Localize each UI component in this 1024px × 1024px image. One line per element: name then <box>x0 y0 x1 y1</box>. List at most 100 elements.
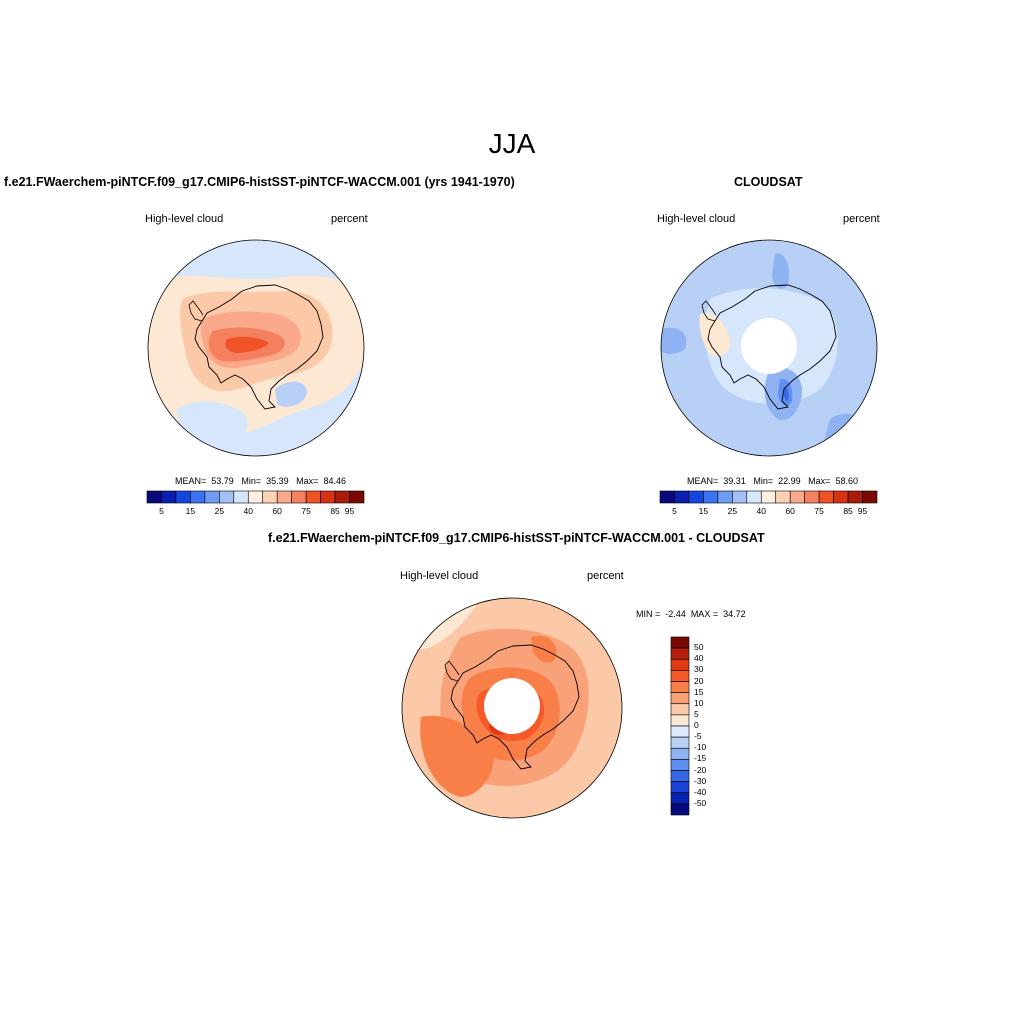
obs-peninsula-coastline <box>701 300 717 322</box>
diff-polar-map <box>401 597 623 819</box>
diff-colorbar-swatch <box>670 670 690 682</box>
model-colorbar-swatch <box>262 490 278 504</box>
model-mean-value: 53.79 <box>211 476 234 486</box>
diff-colorbar-tick-label: -50 <box>694 797 707 808</box>
diff-polar-missing-data <box>484 678 540 734</box>
obs-colorbar <box>659 490 878 504</box>
model-colorbar-swatch <box>349 490 365 504</box>
model-colorbar-tick-label: 25 <box>214 506 225 516</box>
obs-contour-mid-1 <box>772 253 790 289</box>
diff-colorbar-tick-label: -20 <box>694 764 707 775</box>
model-colorbar-tick-label: 40 <box>243 506 253 516</box>
obs-polar-missing-data <box>741 318 797 374</box>
model-colorbar-swatch <box>247 490 264 504</box>
diff-colorbar <box>670 636 690 816</box>
obs-polar-map <box>660 239 878 457</box>
obs-max-value: 58.60 <box>835 476 858 486</box>
model-low-cloud-patch <box>275 381 307 407</box>
obs-variable-label: High-level cloud <box>657 213 736 225</box>
diff-peninsula-coastline <box>444 660 460 682</box>
model-colorbar-tick-label: 15 <box>185 506 196 516</box>
obs-contour-mid-3 <box>661 327 687 354</box>
model-colorbar-swatch <box>175 490 191 504</box>
diff-colorbar-swatch <box>670 725 690 738</box>
figure-title: JJA <box>488 128 536 159</box>
obs-colorbar-ticks: 5 15 25 40 60 75 85 95 <box>660 506 877 518</box>
diff-colorbar-swatch <box>670 703 690 716</box>
model-colorbar-tick-label: 95 <box>344 506 355 516</box>
obs-mean-value: 39.31 <box>723 476 746 486</box>
diff-colorbar-tick-label: -40 <box>694 786 707 797</box>
diff-panel-title: f.e21.FWaerchem-piNTCF.f09_g17.CMIP6-his… <box>268 531 765 545</box>
obs-colorbar-tick-label: 85 <box>843 506 853 516</box>
diff-map-border <box>401 597 623 819</box>
model-colorbar-swatch <box>219 490 235 504</box>
model-colorbar-swatch <box>291 490 307 504</box>
diff-colorbar-swatch <box>670 759 690 771</box>
diff-stats: MIN = -2.44 MAX = 34.72 <box>636 609 746 619</box>
obs-colorbar-swatch <box>818 490 834 504</box>
obs-colorbar-tick-label: 60 <box>785 506 795 516</box>
diff-colorbar-swatch <box>670 658 690 671</box>
obs-warm-patch <box>699 313 731 356</box>
diff-colorbar-swatch <box>670 781 690 794</box>
obs-colorbar-swatch <box>746 490 762 504</box>
diff-colorbar-swatch <box>670 747 690 760</box>
diff-colorbar-swatch <box>670 636 690 649</box>
diff-colorbar-tick-label: 15 <box>694 686 704 697</box>
model-max-label: Max= <box>296 476 319 486</box>
obs-colorbar-swatch <box>688 490 704 504</box>
obs-colorbar-tick-label: 25 <box>727 506 738 516</box>
diff-max-value: 34.72 <box>723 609 746 619</box>
diff-colorbar-swatch <box>670 792 690 805</box>
diff-colorbar-tick-label: 40 <box>694 653 704 664</box>
obs-colorbar-swatch <box>862 490 878 504</box>
obs-colorbar-swatch <box>760 490 777 504</box>
obs-colorbar-swatch <box>833 490 849 504</box>
obs-colorbar-tick-label: 15 <box>698 506 709 516</box>
obs-colorbar-swatch <box>703 490 719 504</box>
obs-colorbar-swatch <box>804 490 820 504</box>
model-stats: MEAN= 53.79 Min= 35.39 Max= 84.46 <box>175 476 346 486</box>
obs-colorbar-swatch <box>732 490 748 504</box>
model-colorbar-swatch <box>146 490 162 504</box>
model-colorbar-swatch <box>190 490 206 504</box>
diff-antarctica-coastline <box>450 644 580 770</box>
model-colorbar-ticks: 5 15 25 40 60 75 85 95 <box>147 506 364 518</box>
model-colorbar <box>146 490 365 504</box>
diff-colorbar-tick-label: 10 <box>694 697 704 708</box>
obs-panel-title: CLOUDSAT <box>734 175 803 189</box>
diff-min-value: -2.44 <box>665 609 686 619</box>
obs-colorbar-swatch <box>847 490 863 504</box>
diff-colorbar-swatch <box>670 681 690 693</box>
obs-colorbar-swatch <box>717 490 733 504</box>
obs-stats: MEAN= 39.31 Min= 22.99 Max= 58.60 <box>687 476 858 486</box>
diff-colorbar-swatch <box>670 714 690 727</box>
model-colorbar-swatch <box>233 490 249 504</box>
diff-colorbar-tick-label: -10 <box>694 742 707 753</box>
diff-colorbar-swatch <box>670 736 690 749</box>
obs-colorbar-swatch <box>789 490 805 504</box>
model-low-cloud-patch-2 <box>177 401 248 446</box>
model-panel-title: f.e21.FWaerchem-piNTCF.f09_g17.CMIP6-his… <box>4 175 515 189</box>
diff-contour-band-3b <box>420 715 494 797</box>
obs-colorbar-swatch <box>674 490 690 504</box>
model-mean-label: MEAN= <box>175 476 207 486</box>
model-variable-label: High-level cloud <box>145 213 224 225</box>
model-colorbar-swatch <box>276 490 292 504</box>
diff-colorbar-tick-label: -15 <box>694 753 707 764</box>
obs-colorbar-tick-label: 5 <box>672 506 677 516</box>
diff-colorbar-tick-label: 30 <box>694 664 704 675</box>
model-polar-map <box>147 239 365 457</box>
obs-min-label: Min= <box>753 476 774 486</box>
diff-max-label: MAX = <box>690 609 719 619</box>
obs-antarctica-coastline <box>707 284 837 410</box>
model-min-label: Min= <box>241 476 262 486</box>
obs-contour-deep <box>783 387 789 401</box>
diff-colorbar-swatch <box>670 647 690 660</box>
model-colorbar-swatch <box>204 490 220 504</box>
diff-colorbar-tick-label: -30 <box>694 775 707 786</box>
diff-colorbar-tick-label: 50 <box>694 642 704 653</box>
model-map-border <box>147 239 365 457</box>
diff-units-label: percent <box>587 570 624 582</box>
